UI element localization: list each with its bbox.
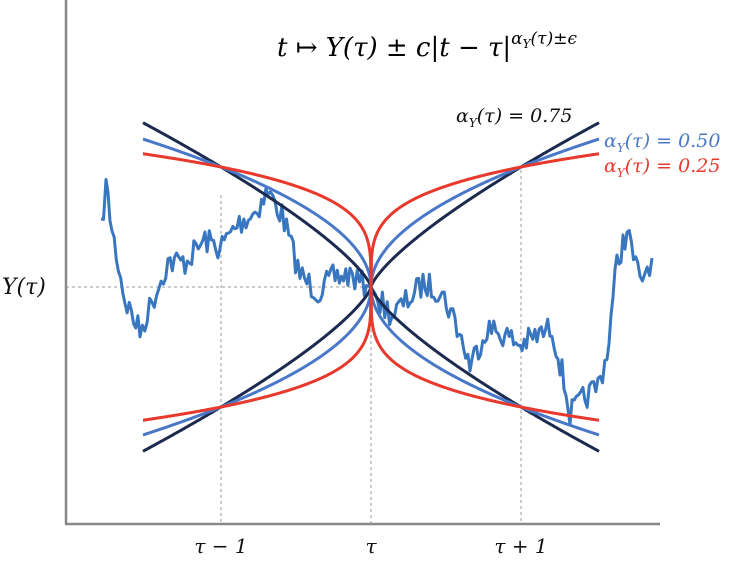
formula-title: t ↦ Y(τ) ± c|t − τ|αY(τ)±ϵ [277, 29, 577, 63]
label-alpha-050: αY(τ) = 0.50 [604, 130, 720, 155]
envelope-curves [142, 121, 600, 453]
label-alpha-025: αY(τ) = 0.25 [604, 155, 720, 180]
envelope-curve-falling-2 [143, 152, 599, 422]
formula-exponent: α [511, 29, 523, 49]
y-axis-label: Y(τ) [2, 275, 46, 300]
label-alpha-075: αY(τ) = 0.75 [456, 105, 572, 130]
sample-path [100, 178, 654, 426]
tick-tau: τ [365, 534, 377, 558]
tick-tau-plus-1: τ + 1 [494, 534, 547, 558]
tick-tau-minus-1: τ − 1 [194, 534, 247, 558]
